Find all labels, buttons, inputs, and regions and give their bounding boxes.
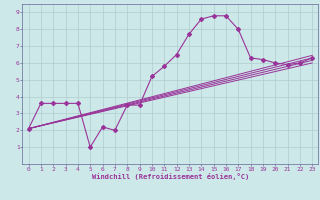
X-axis label: Windchill (Refroidissement éolien,°C): Windchill (Refroidissement éolien,°C) [92,173,249,180]
